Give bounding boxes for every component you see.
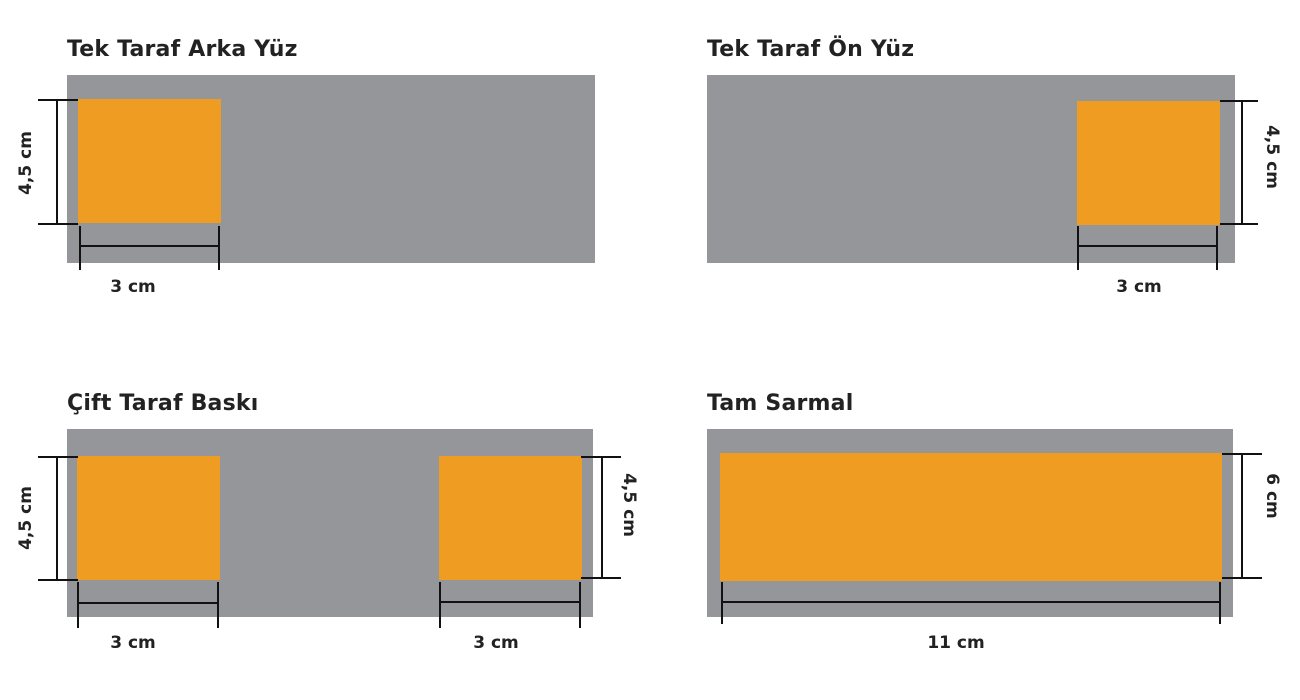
print-area-cift-taraf-baski-right: [439, 456, 582, 580]
height-label-tek-taraf-on-yuz: 4,5 cm: [1262, 125, 1282, 189]
height-label-tek-taraf-arka-yuz: 4,5 cm: [16, 131, 36, 195]
dimension-width-tek-taraf-on-yuz: [1077, 226, 1218, 270]
width-label-cift-taraf-baski-left: 3 cm: [110, 633, 156, 653]
dimension-height-cift-taraf-baski-right: [581, 456, 621, 579]
panel-title-tek-taraf-arka-yuz: Tek Taraf Arka Yüz: [67, 37, 298, 62]
print-area-cift-taraf-baski-left: [77, 456, 220, 580]
dimension-width-tek-taraf-arka-yuz: [79, 226, 220, 270]
dimension-width-cift-taraf-baski-right: [439, 582, 581, 628]
dimension-height-tek-taraf-arka-yuz: [38, 99, 78, 225]
height-label-tam-sarmal: 6 cm: [1262, 473, 1282, 519]
dimension-height-tam-sarmal: [1222, 453, 1262, 579]
width-label-tek-taraf-on-yuz: 3 cm: [1116, 277, 1162, 297]
print-area-tek-taraf-arka-yuz: [78, 99, 221, 223]
width-label-tam-sarmal: 11 cm: [927, 633, 985, 653]
print-area-tam-sarmal: [720, 453, 1222, 581]
panel-title-tek-taraf-on-yuz: Tek Taraf Ön Yüz: [707, 37, 915, 62]
print-area-tek-taraf-on-yuz: [1077, 101, 1220, 225]
width-label-tek-taraf-arka-yuz: 3 cm: [110, 277, 156, 297]
height-label-cift-taraf-baski-left: 4,5 cm: [16, 486, 36, 550]
width-label-cift-taraf-baski-right: 3 cm: [473, 633, 519, 653]
panel-title-tam-sarmal: Tam Sarmal: [707, 391, 854, 416]
height-label-cift-taraf-baski-right: 4,5 cm: [619, 473, 639, 537]
dimension-height-cift-taraf-baski-left: [38, 456, 78, 581]
panel-title-cift-taraf-baski: Çift Taraf Baskı: [67, 391, 259, 416]
dimension-width-tam-sarmal: [721, 582, 1221, 624]
dimension-height-tek-taraf-on-yuz: [1220, 100, 1258, 225]
dimension-width-cift-taraf-baski-left: [77, 582, 219, 628]
